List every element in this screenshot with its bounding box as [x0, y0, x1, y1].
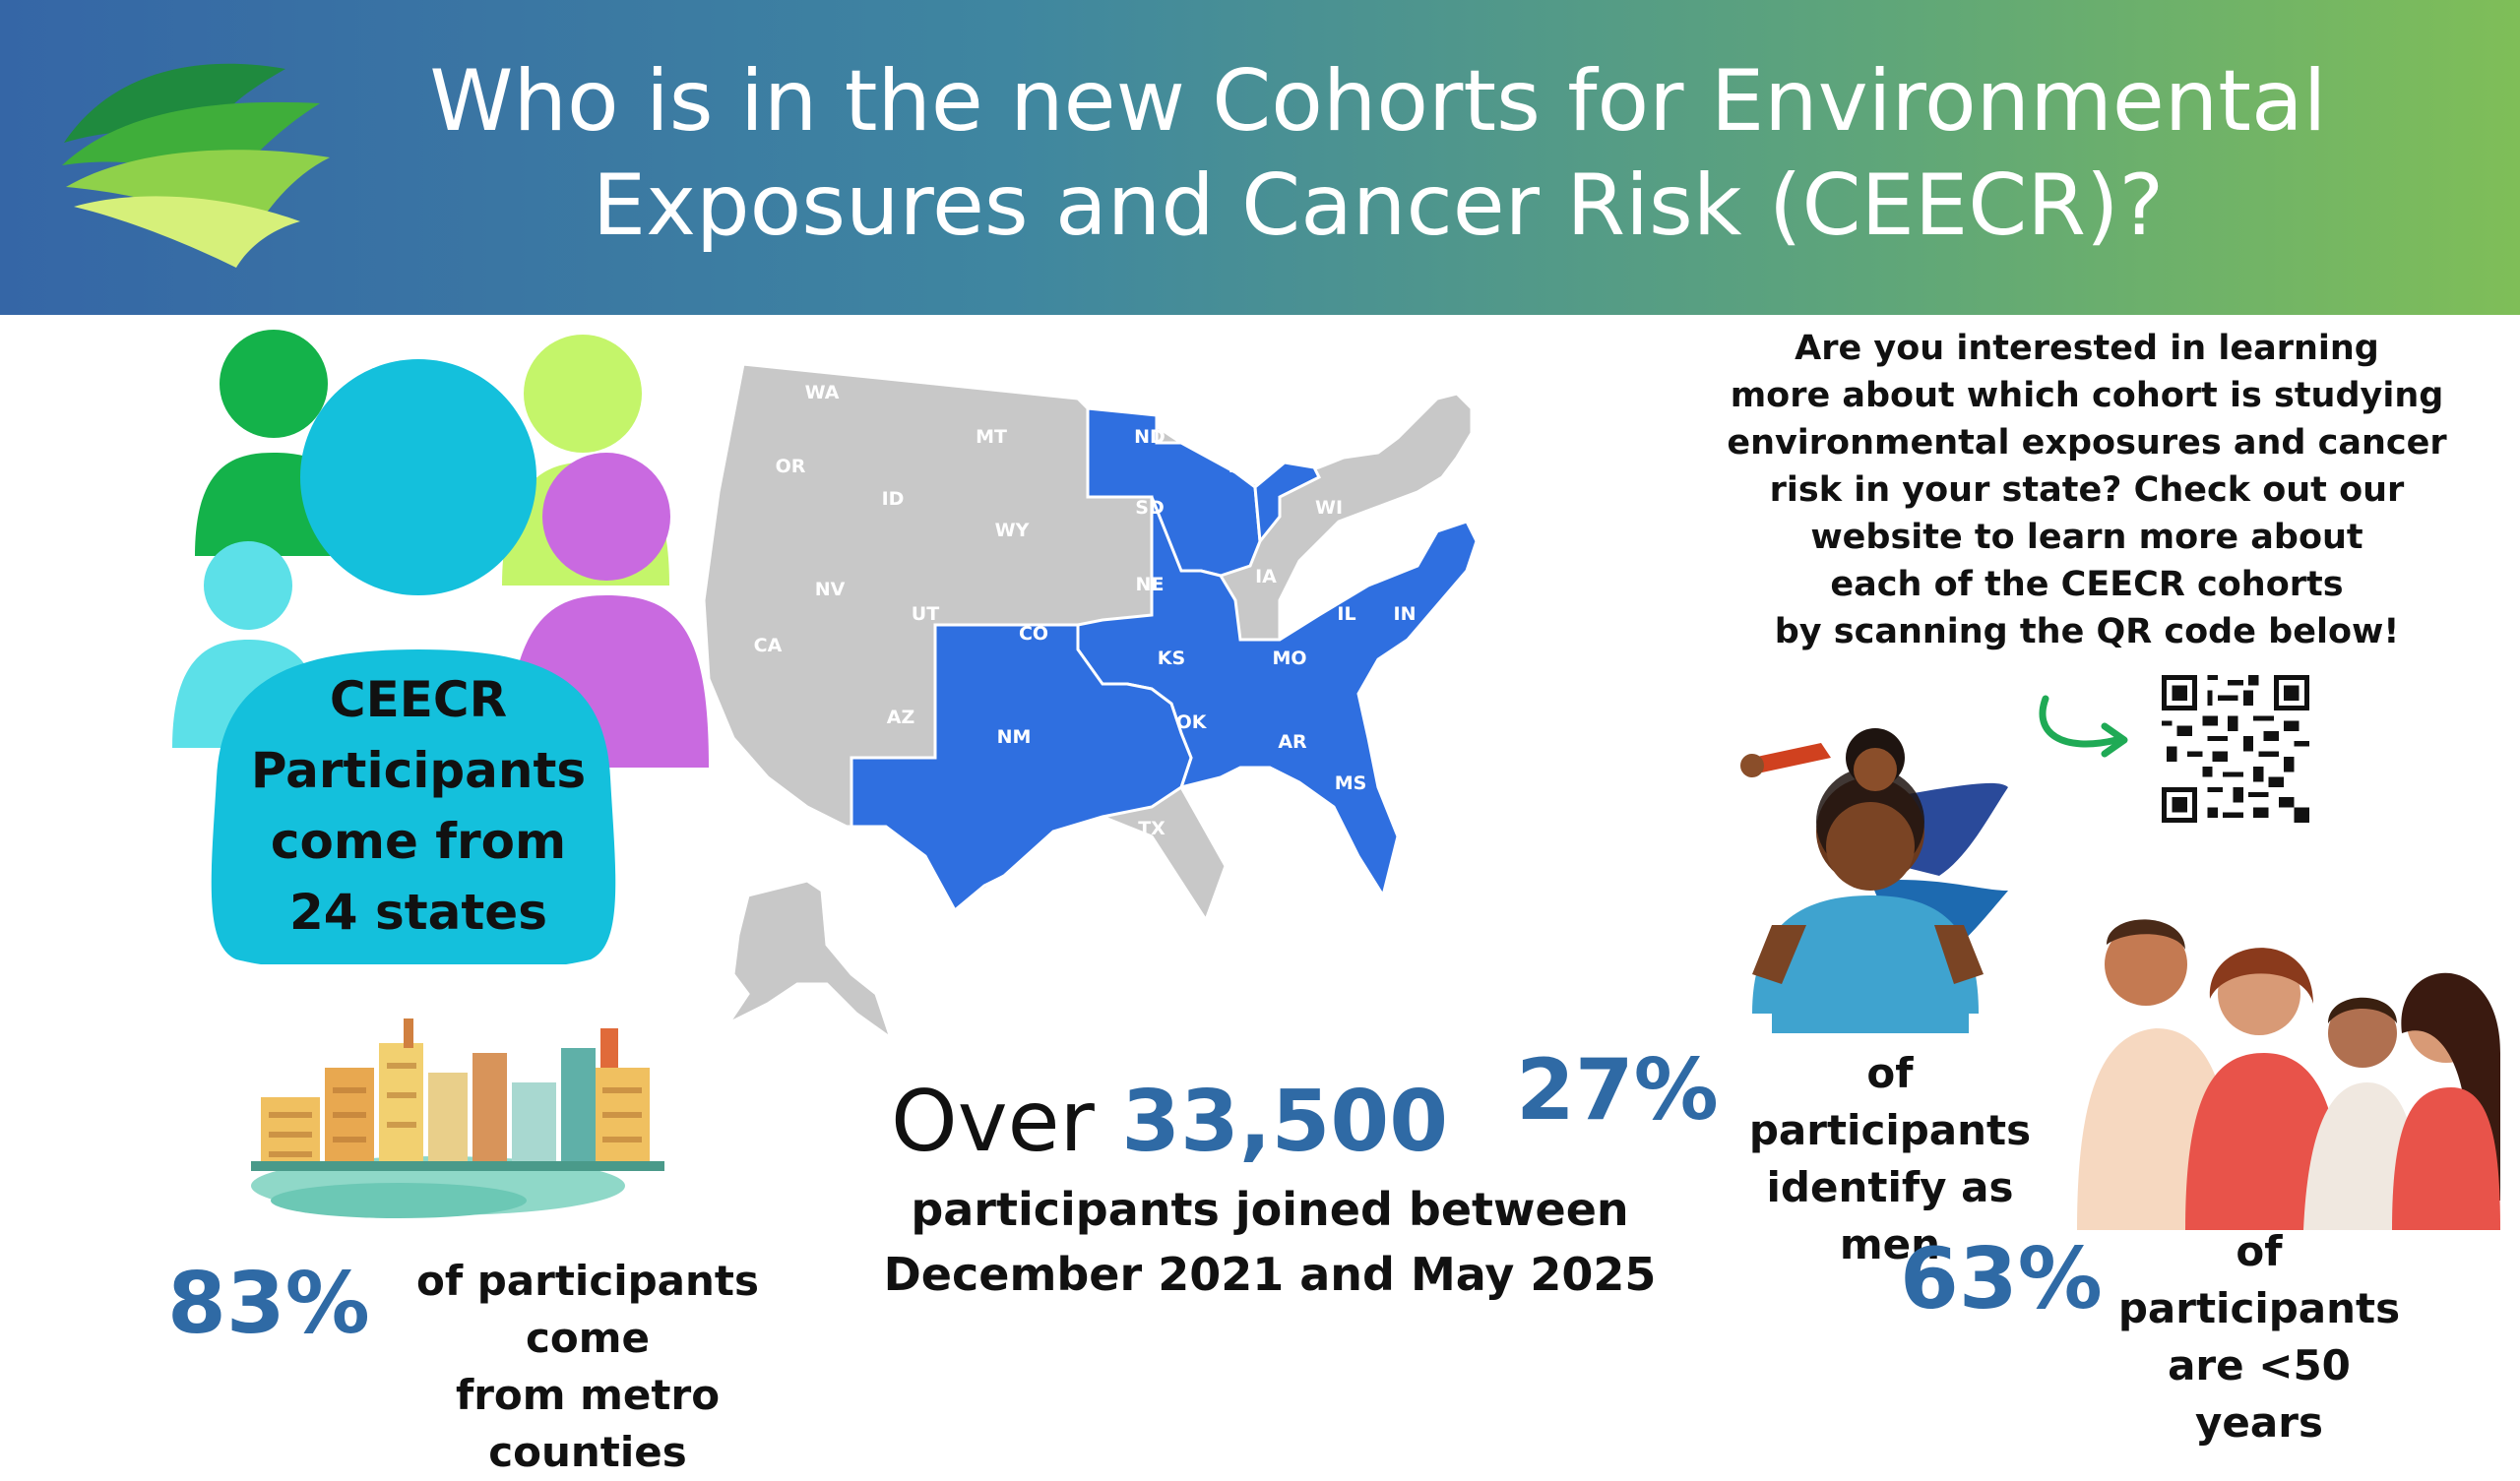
state-label-ks: KS: [1158, 648, 1185, 669]
state-label-ny: NY: [1578, 507, 1607, 528]
page-title: Who is in the new Cohorts for Environmen…: [364, 49, 2392, 258]
info-line-2: more about which cohort is studying: [1730, 376, 2444, 415]
joined-caption: participants joined between December 202…: [856, 1177, 1683, 1307]
state-label-mo: MO: [1272, 648, 1306, 669]
participants-line-2: Participants: [250, 742, 587, 799]
state-label-fl: FL: [1520, 872, 1544, 894]
state-label-ga: GA: [1464, 772, 1494, 794]
age-caption-line-1: of participants: [2117, 1227, 2401, 1332]
state-label-la: LA: [1275, 807, 1301, 829]
state-label-pa: PA: [1547, 562, 1574, 584]
state-label-nc: NC: [1536, 692, 1565, 713]
men-caption-line-1: of participants: [1748, 1049, 2032, 1154]
title-line-1: Who is in the new Cohorts for Environmen…: [429, 52, 2327, 151]
state-label-nd: ND: [1134, 426, 1166, 448]
qr-info-text: Are you interested in learning more abou…: [1713, 325, 2461, 655]
header-banner: Who is in the new Cohorts for Environmen…: [0, 0, 2520, 315]
family-illustration: [2077, 919, 2500, 1230]
state-label-ne: NE: [1136, 574, 1165, 595]
state-label-nv: NV: [815, 579, 846, 600]
state-label-ok: OK: [1176, 711, 1208, 733]
state-label-mt: MT: [976, 426, 1007, 448]
age-caption-line-2: are <50 years: [2168, 1341, 2351, 1447]
age-caption: of participants are <50 years: [2102, 1223, 2417, 1451]
leaf-logo-icon: [62, 63, 330, 268]
metro-caption-line-1: of participants come: [415, 1257, 760, 1362]
participants-line-1: CEECR: [329, 671, 508, 728]
metro-caption-line-2: from metro counties: [455, 1371, 721, 1476]
state-label-ak: AK: [871, 923, 902, 945]
total-participants-heading: Over 33,500: [891, 1073, 1448, 1171]
state-label-tx: TX: [1138, 818, 1166, 839]
curved-arrow-icon: [2039, 695, 2128, 758]
state-label-wy: WY: [995, 520, 1030, 541]
info-line-1: Are you interested in learning: [1795, 329, 2379, 368]
info-line-5: website to learn more about: [1810, 518, 2363, 557]
state-label-me: ME: [1670, 426, 1701, 448]
qr-code-icon[interactable]: [2162, 675, 2309, 823]
state-label-ky: KY: [1423, 652, 1452, 674]
state-label-oh: OH: [1451, 593, 1482, 615]
over-label: Over: [891, 1073, 1095, 1171]
participant-count: 33,500: [1121, 1073, 1449, 1171]
joined-caption-line-1: participants joined between: [911, 1183, 1629, 1236]
title-line-2: Exposures and Cancer Risk (CEECR)?: [592, 156, 2165, 255]
state-label-ms: MS: [1335, 772, 1367, 794]
participants-line-4: 24 states: [289, 884, 547, 941]
men-percent: 27%: [1516, 1041, 1719, 1140]
state-label-il: IL: [1337, 603, 1355, 625]
state-label-mn: MN: [1228, 456, 1263, 477]
state-label-ia: IA: [1255, 566, 1277, 587]
state-label-mi: MI: [1402, 517, 1427, 538]
state-label-al: AL: [1398, 772, 1424, 794]
participants-states-text: CEECR Participants come from 24 states: [217, 664, 620, 948]
state-label-ar: AR: [1278, 731, 1307, 753]
state-label-sd: SD: [1135, 497, 1164, 519]
info-line-7: by scanning the QR code below!: [1774, 612, 2400, 651]
state-label-id: ID: [882, 488, 905, 510]
state-label-nm: NM: [997, 726, 1032, 748]
men-caption-line-2: identify as men: [1766, 1163, 2014, 1268]
state-label-az: AZ: [887, 707, 914, 728]
metro-caption: of participants come from metro counties: [366, 1253, 809, 1481]
state-label-or: OR: [776, 456, 806, 477]
us-states-map: WA MT ND MN ME OR ID SD WI MI NY WY NE I…: [702, 362, 1701, 1042]
state-label-va: VA: [1549, 638, 1577, 659]
age-percent: 63%: [1900, 1230, 2103, 1328]
info-line-3: environmental exposures and cancer: [1727, 423, 2447, 463]
city-skyline-illustration: [251, 1018, 664, 1218]
joined-caption-line-2: December 2021 and May 2025: [883, 1248, 1657, 1301]
state-label-wv: WV: [1493, 628, 1529, 649]
metro-percent: 83%: [167, 1255, 370, 1353]
men-caption: of participants identify as men: [1728, 1045, 2052, 1273]
people-group-illustration: [172, 330, 709, 964]
state-label-tn: TN: [1396, 707, 1424, 728]
father-child-illustration: [1740, 728, 2008, 1033]
state-label-in: IN: [1394, 603, 1417, 625]
state-label-wa: WA: [805, 382, 840, 403]
info-line-4: risk in your state? Check out our: [1769, 470, 2405, 510]
state-label-ut: UT: [912, 603, 939, 625]
state-label-wi: WI: [1315, 497, 1343, 519]
state-label-sc: SC: [1517, 739, 1544, 761]
info-line-6: each of the CEECR cohorts: [1830, 565, 2344, 604]
state-label-co: CO: [1019, 623, 1048, 645]
state-label-ca: CA: [754, 635, 783, 656]
participants-line-3: come from: [270, 813, 567, 870]
